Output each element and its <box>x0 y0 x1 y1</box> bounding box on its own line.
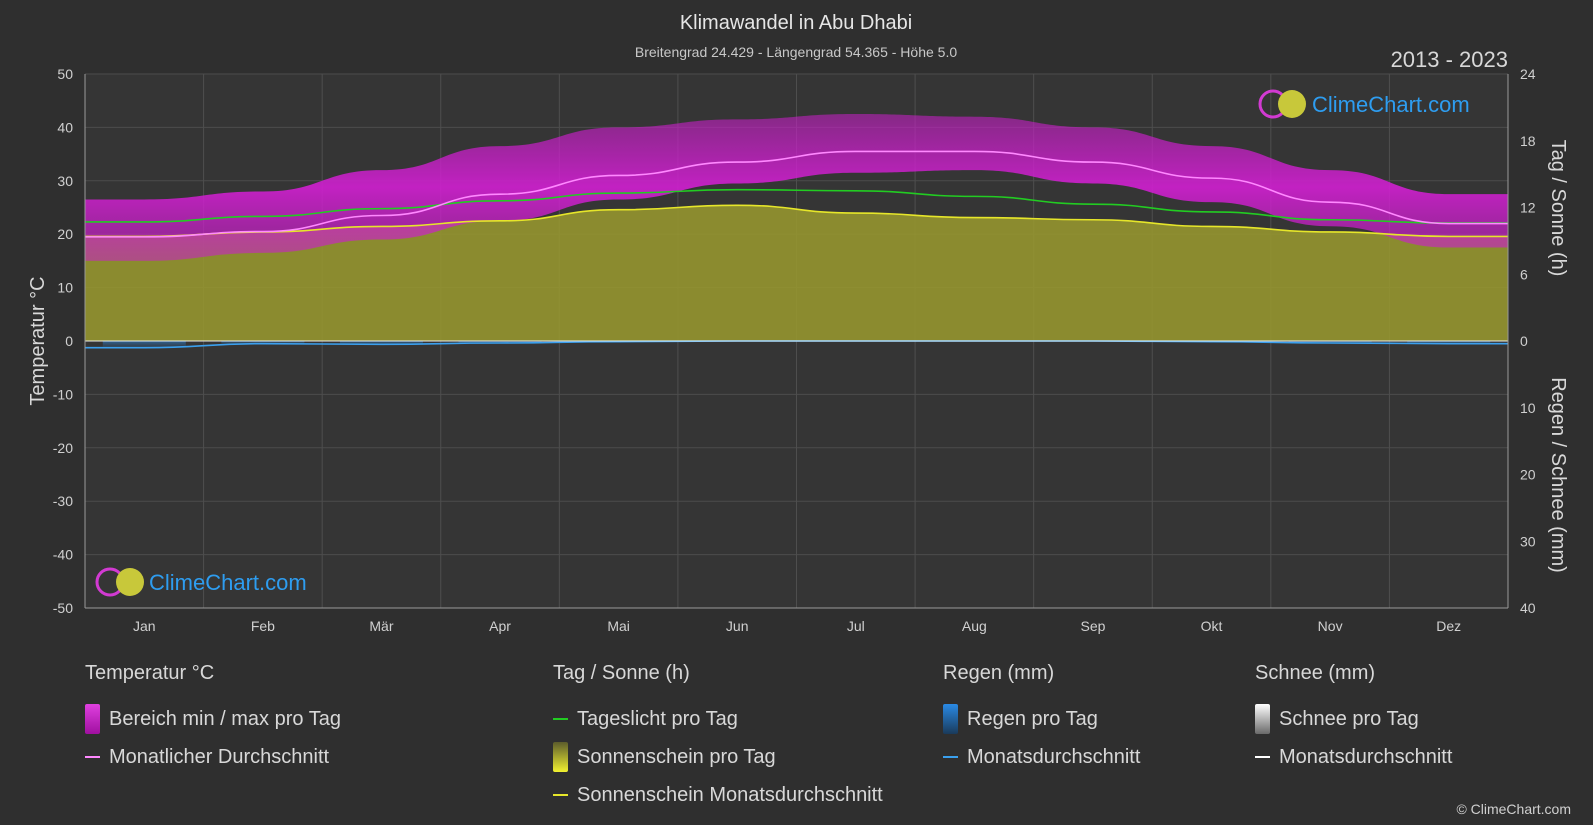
watermark-brand-top: ClimeChart.com <box>1312 92 1470 117</box>
rain-bar <box>1288 341 1372 344</box>
legend-title: Tag / Sonne (h) <box>553 662 690 684</box>
legend-label: Regen pro Tag <box>967 707 1098 730</box>
climate-chart: Klimawandel in Abu Dhabi Breitengrad 24.… <box>27 12 1569 634</box>
daylight-line <box>85 188 1508 224</box>
line-swatch-icon <box>553 718 568 720</box>
year-range: 2013 - 2023 <box>1391 47 1508 72</box>
legend-item: Schnee pro Tag <box>1255 700 1452 738</box>
x-tick-label: Okt <box>1201 618 1223 634</box>
chart-subtitle: Breitengrad 24.429 - Längengrad 54.365 -… <box>635 44 957 60</box>
chart-title: Klimawandel in Abu Dhabi <box>680 12 912 34</box>
copyright: © ClimeChart.com <box>1456 801 1571 817</box>
x-tick-label: Apr <box>489 618 511 634</box>
legend-item: Monatlicher Durchschnitt <box>85 738 341 776</box>
x-tick-label: Mär <box>369 618 393 634</box>
legend-label: Monatsdurchschnitt <box>967 745 1141 768</box>
x-tick-label: Sep <box>1080 618 1105 634</box>
sunshine-area-fill <box>85 205 1508 341</box>
watermark-logo-top: ClimeChart.com <box>1258 89 1470 119</box>
left-tick-label: -10 <box>53 386 73 402</box>
legend-group-temperature: Temperatur °C Bereich min / max pro Tag … <box>85 662 341 776</box>
left-tick-label: 10 <box>57 280 73 296</box>
legend-group-snow: Schnee (mm) Schnee pro Tag Monatsdurchsc… <box>1255 662 1452 776</box>
series-lines <box>84 150 1508 349</box>
legend-title: Schnee (mm) <box>1255 662 1376 684</box>
right-tick-label-rain: 40 <box>1520 600 1536 616</box>
x-tick-label: Jun <box>726 618 749 634</box>
temperature-avg-line <box>84 150 1508 238</box>
logo-sun-icon <box>1278 90 1306 118</box>
legend-item: Regen pro Tag <box>943 700 1140 738</box>
left-tick-label: 30 <box>57 173 73 189</box>
rain-swatch-icon <box>943 704 958 734</box>
legend-item: Tageslicht pro Tag <box>553 700 883 738</box>
rain-bar <box>339 341 423 345</box>
right-tick-label-sun: 6 <box>1520 266 1528 282</box>
snow-swatch-icon <box>1255 704 1270 734</box>
watermark-brand-bottom: ClimeChart.com <box>149 570 307 595</box>
rain-bar <box>458 341 542 344</box>
line-swatch-icon <box>85 756 100 758</box>
legend-item: Sonnenschein Monatsdurchschnitt <box>553 776 883 814</box>
legend-label: Tageslicht pro Tag <box>577 707 738 730</box>
left-tick-label: 0 <box>65 333 73 349</box>
sunshine-avg-line <box>85 204 1508 238</box>
legend-item: Monatsdurchschnitt <box>1255 738 1452 776</box>
legend-title: Temperatur °C <box>85 662 215 684</box>
rain-bar <box>102 341 186 348</box>
legend-group-rain: Regen (mm) Regen pro Tag Monatsdurchschn… <box>943 662 1140 776</box>
right-tick-label-rain: 20 <box>1520 467 1536 483</box>
legend-item: Sonnenschein pro Tag <box>553 738 883 776</box>
left-tick-label: 50 <box>57 66 73 82</box>
left-tick-label: -20 <box>53 440 73 456</box>
logo-sun-icon <box>116 568 144 596</box>
right-tick-label-sun: 24 <box>1520 66 1536 82</box>
sunshine-area <box>85 205 1508 341</box>
x-tick-label: Aug <box>962 618 987 634</box>
left-tick-label: 40 <box>57 119 73 135</box>
legend-label: Schnee pro Tag <box>1279 707 1419 730</box>
line-swatch-icon <box>943 756 958 758</box>
x-tick-label: Jan <box>133 618 156 634</box>
left-tick-label: 20 <box>57 226 73 242</box>
right-tick-label-rain: 10 <box>1520 400 1536 416</box>
legend-item: Bereich min / max pro Tag <box>85 700 341 738</box>
rain-bar <box>1407 341 1491 344</box>
legend-label: Sonnenschein Monatsdurchschnitt <box>577 783 883 806</box>
legend-group-sun: Tag / Sonne (h) Tageslicht pro Tag Sonne… <box>553 662 883 814</box>
rain-bar <box>221 341 305 344</box>
right-tick-label-sun: 0 <box>1520 333 1528 349</box>
x-tick-label: Mai <box>607 618 630 634</box>
x-tick-label: Nov <box>1318 618 1343 634</box>
right-tick-label-sun: 18 <box>1520 133 1536 149</box>
legend-label: Sonnenschein pro Tag <box>577 745 776 768</box>
legend-item: Monatsdurchschnitt <box>943 738 1140 776</box>
right-axis-label-rain: Regen / Schnee (mm) <box>1547 377 1569 573</box>
sunshine-swatch-icon <box>553 742 568 772</box>
left-axis-label: Temperatur °C <box>27 276 49 405</box>
x-tick-label: Jul <box>847 618 865 634</box>
legend-label: Monatlicher Durchschnitt <box>109 745 330 768</box>
right-axis-label-sun: Tag / Sonne (h) <box>1547 140 1569 277</box>
range-swatch-icon <box>85 704 100 734</box>
x-tick-label: Feb <box>251 618 275 634</box>
left-tick-label: -40 <box>53 547 73 563</box>
line-swatch-icon <box>553 794 568 796</box>
axes: 50 40 30 20 10 0 -10 -20 -30 -40 -50 24 18 12 6 0 10 20 30… <box>53 66 1536 634</box>
legend-label: Monatsdurchschnitt <box>1279 745 1453 768</box>
left-tick-label: -50 <box>53 600 73 616</box>
right-tick-label-sun: 12 <box>1520 200 1536 216</box>
right-tick-label-rain: 30 <box>1520 533 1536 549</box>
legend-title: Regen (mm) <box>943 662 1055 684</box>
legend-label: Bereich min / max pro Tag <box>109 707 341 730</box>
line-swatch-icon <box>1255 756 1270 758</box>
left-tick-label: -30 <box>53 493 73 509</box>
watermark-logo-bottom: ClimeChart.com <box>95 567 307 597</box>
x-tick-label: Dez <box>1436 618 1461 634</box>
